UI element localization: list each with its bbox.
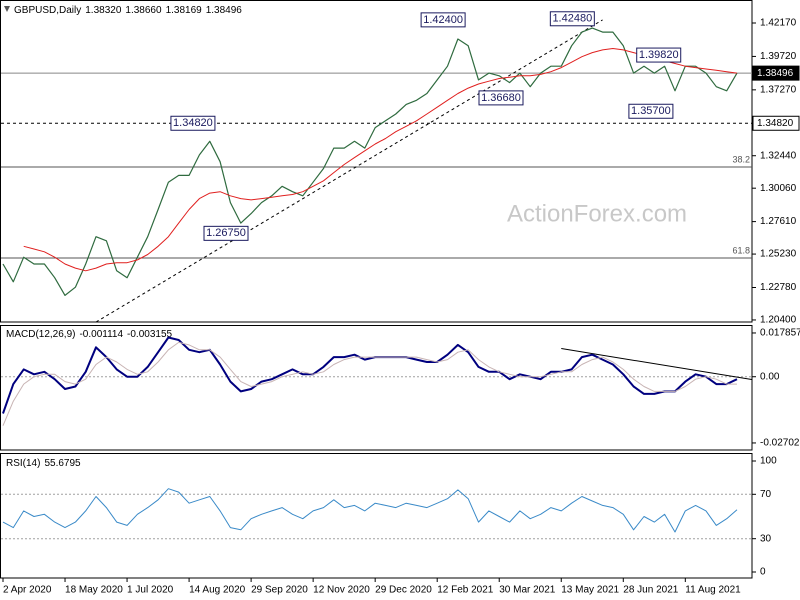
macd-pane (0, 325, 753, 451)
annotation-box (549, 11, 595, 27)
y-tick-label: 1.22780 (760, 282, 797, 293)
current-price-label: 1.38496 (757, 68, 794, 79)
annotation-box (636, 47, 682, 63)
annotation-label: 1.35700 (631, 105, 671, 117)
level-price-label: 1.34820 (757, 118, 794, 129)
annotation-label: 1.42480 (552, 13, 592, 25)
y-tick-label: 0 (760, 567, 766, 578)
annotation-label: 1.39820 (639, 49, 679, 61)
rsi-pane (0, 453, 753, 579)
series-line (2, 336, 738, 414)
pane-title: GBPUSD,Daily (14, 5, 81, 16)
x-tick-label: 18 May 2020 (65, 585, 123, 596)
y-tick-label: 0.017857 (760, 328, 800, 339)
annotation-box (203, 225, 249, 241)
x-tick-label: 28 Jun 2021 (623, 585, 678, 596)
series-line (2, 488, 738, 533)
annotation-label: 1.34820 (173, 117, 213, 129)
fib-label: 38.2 (732, 154, 750, 164)
x-tick-label: 11 Aug 2021 (685, 585, 741, 596)
y-tick-label: 1.20400 (760, 315, 797, 326)
y-tick-label: 30 (760, 533, 772, 544)
x-tick-label: 12 Nov 2020 (313, 585, 370, 596)
header-value: 1.38496 (206, 5, 243, 16)
trend-line (561, 348, 753, 381)
series-line (23, 48, 738, 272)
header-value: 1.38320 (85, 5, 122, 16)
symbol-icon (4, 6, 10, 12)
annotation-box (420, 12, 466, 28)
y-tick-label: -0.027023 (760, 438, 800, 449)
current-price-box (752, 65, 800, 81)
y-tick-label: 1.37270 (760, 84, 797, 95)
pane-header: MACD(12,26,9) -0.001114 -0.003155 (6, 329, 173, 340)
header-value: 1.38169 (166, 5, 203, 16)
annotation-label: 1.36680 (481, 92, 521, 104)
header-value: 1.38660 (125, 5, 162, 16)
y-tick-label: 0.00 (760, 371, 780, 382)
annotation-box (170, 115, 216, 131)
x-tick-label: 1 Jul 2020 (127, 585, 174, 596)
header-value: 55.6795 (44, 458, 81, 469)
series-line (2, 27, 738, 296)
y-tick-label: 1.39720 (760, 51, 797, 62)
x-tick-label: 30 Mar 2021 (499, 585, 556, 596)
y-tick-label: 1.42170 (760, 18, 797, 29)
x-tick-label: 29 Dec 2020 (375, 585, 432, 596)
watermark: ActionForex.com (507, 200, 687, 227)
header-value: -0.003155 (127, 329, 172, 340)
x-tick-label: 12 Feb 2021 (437, 585, 494, 596)
y-tick-label: 70 (760, 489, 772, 500)
annotation-box (628, 103, 674, 119)
y-tick-label: 100 (760, 456, 777, 467)
y-tick-label: 1.25230 (760, 249, 797, 260)
pane-title: MACD(12,26,9) (6, 329, 75, 340)
x-tick-label: 14 Aug 2020 (189, 585, 246, 596)
x-tick-label: 13 May 2021 (561, 585, 619, 596)
y-tick-label: 1.27610 (760, 216, 797, 227)
level-price-box (752, 115, 800, 131)
pane-header: RSI(14) 55.6795 (6, 458, 81, 469)
y-tick-label: 1.30060 (760, 183, 797, 194)
header-value: -0.001114 (79, 329, 123, 340)
series-line (2, 341, 737, 426)
annotation-label: 1.26750 (206, 227, 246, 239)
fib-label: 61.8 (732, 245, 750, 255)
pane-header: GBPUSD,Daily 1.38320 1.38660 1.38169 1.38496 (14, 5, 242, 16)
price-pane (0, 0, 753, 323)
annotation-box (478, 90, 524, 106)
pane-title: RSI(14) (6, 458, 40, 469)
trend-line (95, 19, 603, 323)
y-tick-label: 1.32440 (760, 150, 797, 161)
x-tick-label: 29 Sep 2020 (251, 585, 308, 596)
annotation-label: 1.42400 (423, 14, 463, 26)
x-tick-label: 2 Apr 2020 (3, 585, 52, 596)
